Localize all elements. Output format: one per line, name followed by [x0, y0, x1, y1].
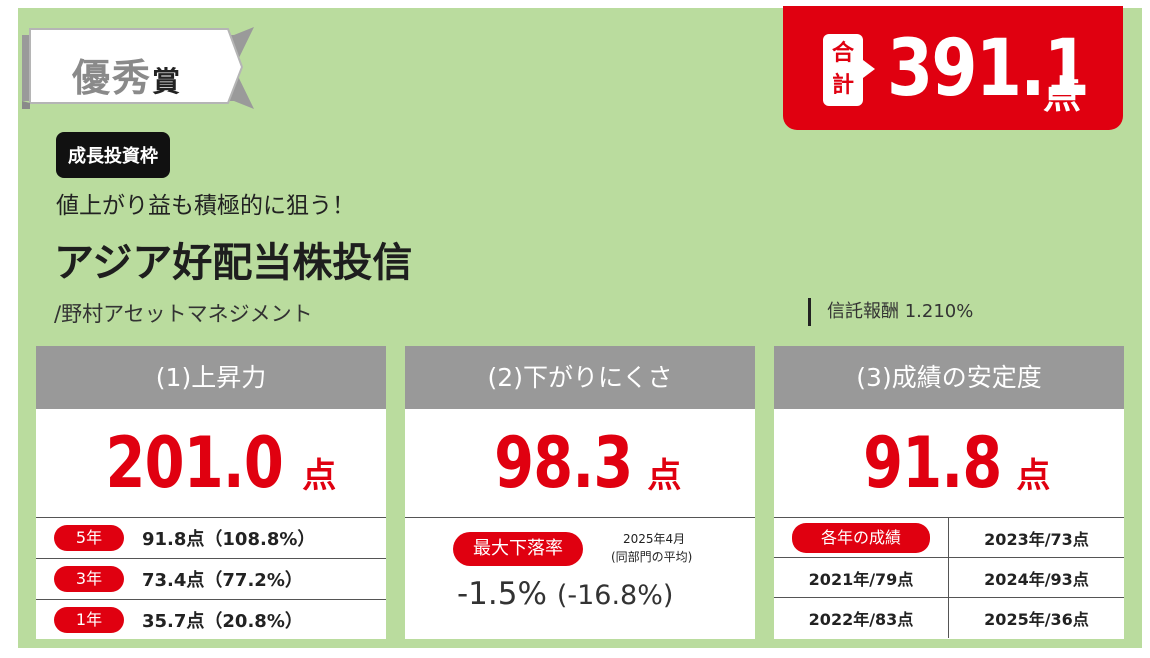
yearly-results-label-cell: 各年の成績	[774, 518, 949, 558]
award-label: 優秀賞	[72, 56, 183, 100]
year-cell: 2021年/79点	[774, 558, 949, 598]
fund-name: アジア好配当株投信	[54, 240, 413, 286]
trust-fee: 信託報酬 1.210%	[808, 298, 973, 326]
period-value: 73.4点（77.2%）	[142, 570, 303, 591]
company-name: /野村アセットマネジメント	[54, 302, 313, 326]
drawdown-value: -1.5%	[457, 576, 547, 612]
year-cell: 2022年/83点	[774, 598, 949, 638]
drop-card-title: (2)下がりにくさ	[405, 346, 755, 409]
year-cell: 2024年/93点	[949, 558, 1124, 598]
drawdown-average: (-16.8%)	[556, 580, 674, 611]
year-cell: 2023年/73点	[949, 518, 1124, 558]
year-cell: 2025年/36点	[984, 610, 1089, 629]
period-label: 3年	[54, 566, 124, 592]
total-score-box: 合計 391.1 点	[783, 6, 1123, 130]
period-label: 5年	[54, 525, 124, 551]
total-unit: 点	[1043, 73, 1082, 117]
total-badge: 合計	[823, 34, 875, 106]
stability-card: (3)成績の安定度 91.8 点 各年の成績 2023年/73点 2021年/79…	[774, 346, 1124, 639]
period-value: 91.8点（108.8%）	[142, 529, 316, 550]
rise-period-list: 5年 91.8点（108.8%） 3年 73.4点（77.2%） 1年 35.7…	[36, 517, 386, 640]
drop-score: 98.3 点	[493, 422, 682, 504]
period-row-1y: 1年 35.7点（20.8%）	[36, 600, 386, 640]
max-drawdown-label: 最大下落率	[453, 532, 583, 566]
max-drawdown-section: 最大下落率 2025年4月 (同部門の平均) -1.5% (-16.8%)	[405, 517, 755, 627]
period-row-5y: 5年 91.8点（108.8%）	[36, 518, 386, 559]
rise-card: (1)上昇力 201.0 点 5年 91.8点（108.8%） 3年 73.4点（…	[36, 346, 386, 639]
drop-card: (2)下がりにくさ 98.3 点 最大下落率 2025年4月 (同部門の平均) -…	[405, 346, 755, 639]
period-label: 1年	[54, 607, 124, 633]
yearly-results-label: 各年の成績	[792, 522, 930, 553]
drawdown-date: 2025年4月	[623, 532, 686, 546]
ribbon-shape	[22, 27, 254, 109]
period-value: 35.7点（20.8%）	[142, 611, 303, 632]
drawdown-avg-note: (同部門の平均)	[611, 550, 693, 564]
total-score: 391.1	[887, 24, 1090, 114]
stability-score: 91.8 点	[862, 422, 1051, 504]
yearly-results-grid: 各年の成績 2023年/73点 2021年/79点 2024年/93点 2022…	[774, 517, 1124, 638]
tagline: 値上がり益も積極的に狙う！	[56, 193, 355, 219]
drawdown-values: -1.5% (-16.8%)	[457, 576, 673, 612]
rise-score: 201.0 点	[105, 422, 337, 504]
rise-card-title: (1)上昇力	[36, 346, 386, 409]
award-ribbon: 優秀賞	[22, 27, 254, 109]
category-badge: 成長投資枠	[56, 132, 170, 178]
stability-card-title: (3)成績の安定度	[774, 346, 1124, 409]
period-row-3y: 3年 73.4点（77.2%）	[36, 559, 386, 600]
